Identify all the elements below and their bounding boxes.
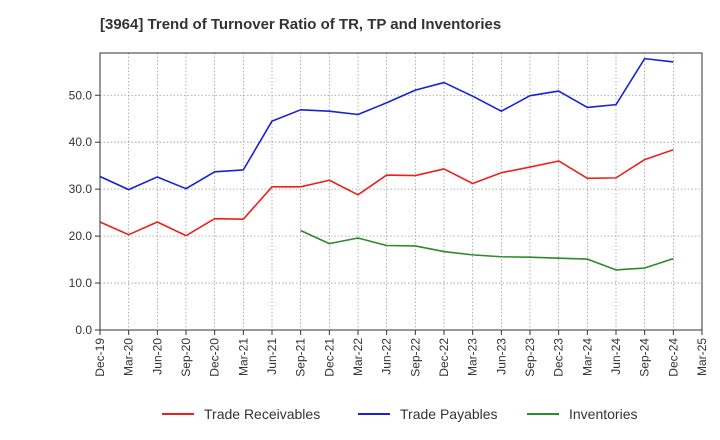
grid-lines (99, 53, 703, 331)
x-tick-label: Dec-23 (552, 338, 566, 377)
x-tick-label: Jun-24 (609, 338, 623, 375)
y-tick-label: 40.0 (69, 135, 93, 149)
x-tick-label: Dec-20 (208, 338, 222, 377)
x-tick-label: Mar-20 (122, 338, 136, 376)
x-tick-label: Mar-24 (580, 338, 594, 376)
x-tick-label: Sep-24 (638, 338, 652, 377)
series-line-trade-payables (99, 57, 674, 191)
x-tick-label: Mar-22 (351, 338, 365, 376)
plot-frame (99, 52, 703, 331)
y-tick-label: 0.0 (75, 323, 92, 337)
y-tick-label: 30.0 (69, 182, 93, 196)
legend-label-trade-receivables: Trade Receivables (204, 406, 320, 422)
x-tick-label: Jun-23 (494, 338, 508, 375)
series-line-trade-receivables (99, 148, 674, 237)
plot-background (100, 53, 702, 330)
x-axis: Dec-19 Mar-20 Jun-20 Sep-20 Dec-20 Mar-21 Jun-… (93, 330, 709, 377)
legend-label-inventories: Inventories (569, 406, 637, 422)
x-tick-label: Jun-21 (265, 338, 279, 375)
x-tick-label: Mar-25 (695, 338, 709, 376)
x-tick-label: Mar-23 (466, 338, 480, 376)
y-axis: 0.0 10.0 20.0 30.0 40.0 50.0 (69, 88, 100, 337)
chart-title: [3964] Trend of Turnover Ratio of TR, TP… (100, 16, 502, 33)
x-tick-label: Jun-22 (380, 338, 394, 375)
x-tick-label: Sep-20 (179, 338, 193, 377)
legend: Trade Receivables Trade Payables Inventori… (162, 406, 637, 422)
y-tick-label: 20.0 (69, 229, 93, 243)
x-tick-label: Jun-20 (150, 338, 164, 375)
x-tick-label: Sep-23 (523, 338, 537, 377)
series-group (99, 57, 674, 271)
x-tick-label: Sep-22 (408, 338, 422, 377)
series-line-inventories (300, 229, 674, 271)
legend-label-trade-payables: Trade Payables (400, 406, 498, 422)
x-tick-label: Dec-21 (322, 338, 336, 377)
y-tick-label: 10.0 (69, 276, 93, 290)
x-tick-label: Dec-24 (666, 338, 680, 377)
y-tick-label: 50.0 (69, 88, 93, 102)
x-tick-label: Dec-22 (437, 338, 451, 377)
x-tick-label: Mar-21 (236, 338, 250, 376)
x-tick-label: Dec-19 (93, 338, 107, 377)
x-tick-label: Sep-21 (294, 338, 308, 377)
